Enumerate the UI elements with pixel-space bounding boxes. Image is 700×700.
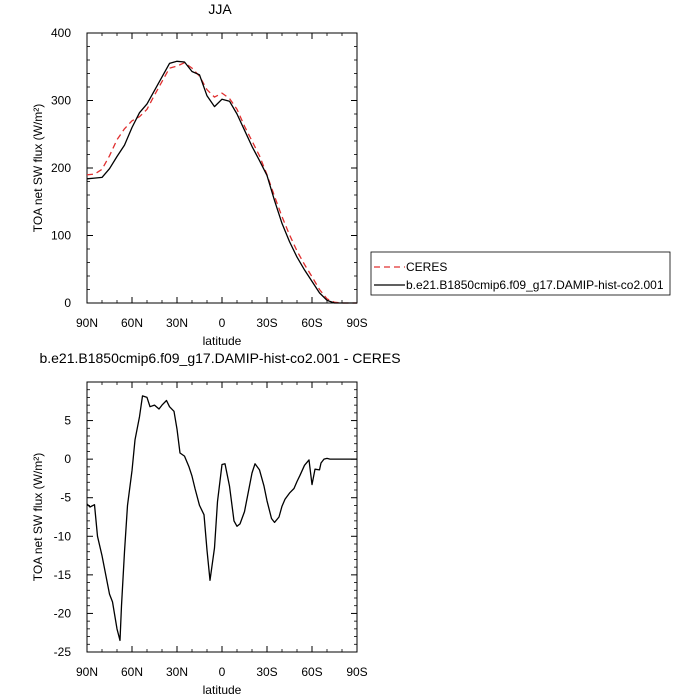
top-y-tick-label: 300 xyxy=(51,94,71,108)
top-x-tick-label: 60N xyxy=(121,316,143,330)
top-plot-frame xyxy=(86,32,358,304)
top-series-line-ceres xyxy=(86,62,357,304)
top-x-axis-label: latitude xyxy=(203,334,242,348)
top-y-tick-label: 0 xyxy=(64,296,71,310)
legend-box xyxy=(370,251,671,296)
bottom-panel: b.e21.B1850cmip6.f09_g17.DAMIP-hist-co2.… xyxy=(31,350,401,697)
legend: CERES b.e21.B1850cmip6.f09_g17.DAMIP-his… xyxy=(370,251,671,296)
bottom-x-tick-label: 90S xyxy=(346,665,367,679)
top-x-tick-label: 30N xyxy=(166,316,188,330)
top-y-tick-label: 200 xyxy=(51,161,71,175)
top-x-tick-label: 90N xyxy=(76,316,98,330)
top-axis-ticks: 90N 60N 30N 0 30S 60S 90S 0 100 200 300 400 xyxy=(51,26,368,330)
bottom-y-tick-label: -10 xyxy=(54,529,72,543)
bottom-y-tick-label: 5 xyxy=(64,414,71,428)
bottom-x-axis-label: latitude xyxy=(203,683,242,697)
bottom-series-line-model xyxy=(86,395,357,642)
bottom-x-tick-label: 30S xyxy=(256,665,277,679)
top-x-tick-label: 90S xyxy=(346,316,367,330)
bottom-y-tick-label: -5 xyxy=(60,491,71,505)
bottom-x-tick-label: 60S xyxy=(301,665,322,679)
top-series-line-model xyxy=(86,60,357,304)
bottom-y-tick-label: -15 xyxy=(54,568,72,582)
legend-label-model: b.e21.B1850cmip6.f09_g17.DAMIP-hist-co2.… xyxy=(406,278,664,292)
top-x-tick-label: 60S xyxy=(301,316,322,330)
bottom-plot-frame xyxy=(86,381,358,653)
bottom-x-tick-label: 90N xyxy=(76,665,98,679)
bottom-y-axis-label: TOA net SW flux (W/m²) xyxy=(31,453,45,581)
bottom-y-tick-label: -20 xyxy=(54,606,72,620)
top-y-axis-label: TOA net SW flux (W/m²) xyxy=(31,104,45,232)
bottom-panel-title: b.e21.B1850cmip6.f09_g17.DAMIP-hist-co2.… xyxy=(39,350,400,366)
bottom-y-tick-label: -25 xyxy=(54,645,72,659)
bottom-series-group xyxy=(86,395,357,642)
top-series-group xyxy=(86,60,357,304)
legend-label-ceres: CERES xyxy=(406,260,447,274)
bottom-y-tick-label: 0 xyxy=(64,452,71,466)
top-y-tick-label: 100 xyxy=(51,229,71,243)
top-panel: JJA 90N 60N 30N 0 30S 60S 90S 0 100 200 300 400 lat… xyxy=(31,1,671,348)
bottom-x-tick-label: 0 xyxy=(219,665,226,679)
top-x-tick-label: 30S xyxy=(256,316,277,330)
top-panel-title: JJA xyxy=(208,1,232,17)
bottom-axis-ticks: 90N 60N 30N 0 30S 60S 90S -25 -20 -15 -10 -5 0 5 xyxy=(54,382,368,679)
top-x-tick-label: 0 xyxy=(219,316,226,330)
bottom-x-tick-label: 60N xyxy=(121,665,143,679)
top-y-tick-label: 400 xyxy=(51,26,71,40)
bottom-x-tick-label: 30N xyxy=(166,665,188,679)
